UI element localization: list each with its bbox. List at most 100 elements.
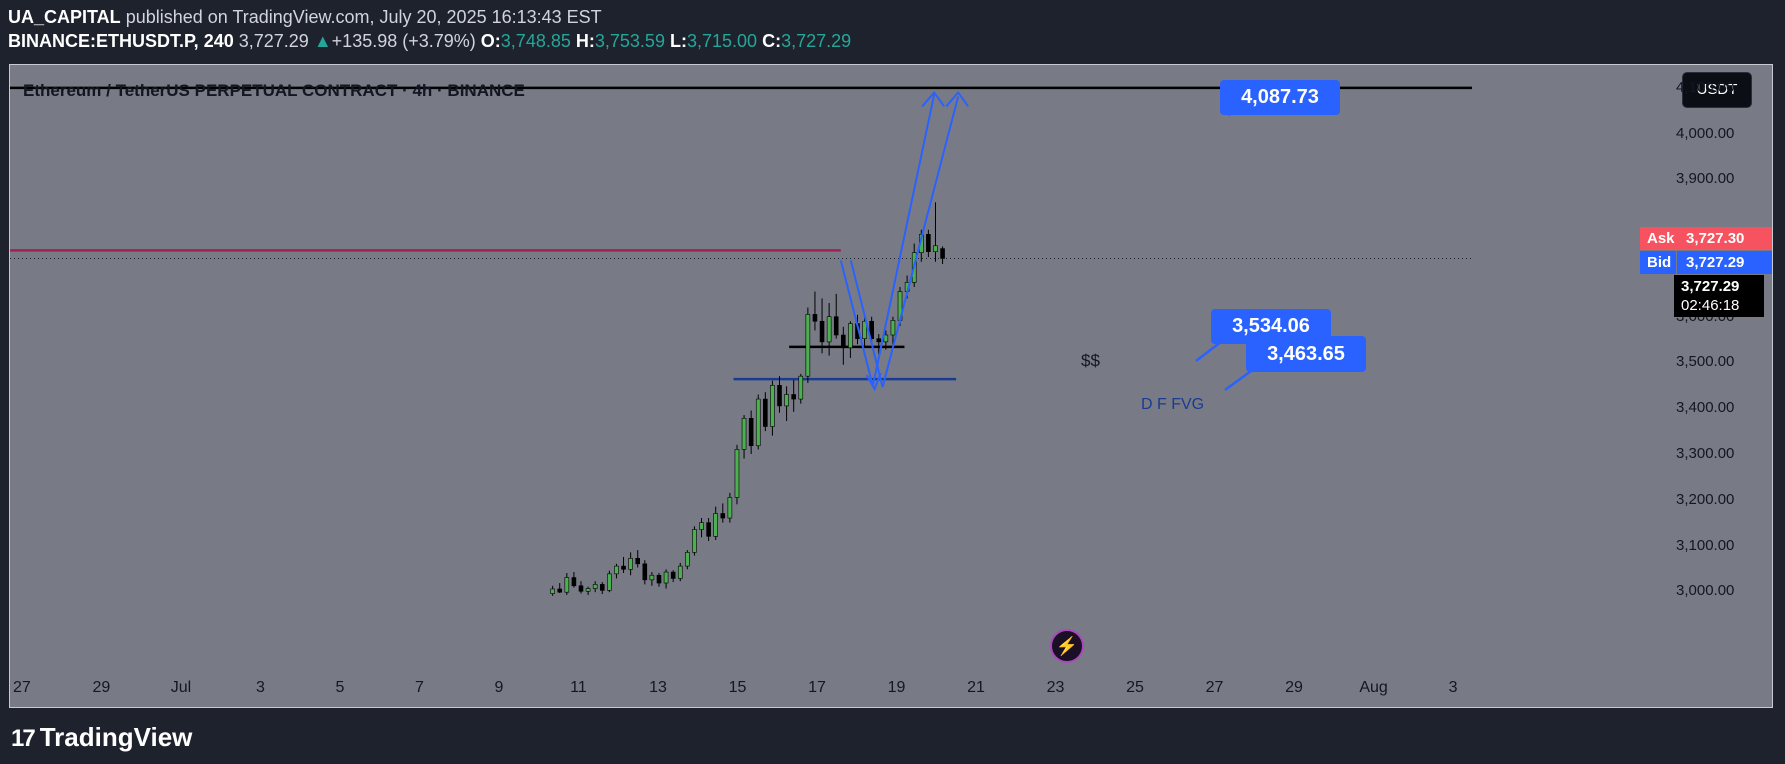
time-tick-label: 13 [649,679,667,696]
author-name[interactable]: UA_CAPITAL [8,7,121,27]
candle-up [848,323,853,349]
up-arrow-line [871,94,936,388]
chart-title: Ethereum / TetherUS PERPETUAL CONTRACT ·… [23,81,525,100]
price-tick-label: 3,400.00 [1676,399,1735,417]
low-value: 3,715.00 [686,31,758,51]
candle-down [876,338,882,343]
candle-up [883,334,889,343]
open-value: 3,748.85 [500,31,571,51]
candle-down [642,563,648,581]
chart-canvas[interactable] [10,65,1772,707]
price-tick-label: 3,500.00 [1676,353,1735,371]
price-tick-label: 3,900.00 [1676,170,1735,188]
fvg-label: D F FVG [1141,396,1205,413]
price-tick-label: 3,000.00 [1676,582,1735,600]
symbol-info: BINANCE:ETHUSDT.P, 240 3,727.29 ▲+135.98… [8,31,851,52]
currency-button[interactable]: USDT [1682,72,1752,108]
candle-down [841,334,846,349]
logo-mark-icon: 17 [11,725,36,752]
high-value: 3,753.59 [594,31,665,51]
ask-label: Ask [1647,230,1675,247]
candle-up [784,394,789,407]
price-tick-label: 3,100.00 [1676,536,1735,554]
candle-up [741,417,747,450]
candle-up [614,565,619,575]
down-arrow-line [839,260,874,386]
candle-down [791,394,796,400]
ask-value: 3,727.30 [1686,230,1745,247]
candle-down [763,398,768,427]
bid-value: 3,727.29 [1677,251,1772,274]
time-tick-label: 23 [1046,679,1065,696]
candle-up [805,314,811,377]
candle-down [571,577,577,587]
last-price-value: 3,727.29 [1681,278,1740,295]
candle-down [656,574,662,584]
brand-name: TradingView [39,722,193,752]
lightning-icon[interactable]: ⚡ [1050,629,1084,663]
price-tick-label: 3,300.00 [1676,444,1735,462]
time-tick-label: Jul [170,679,192,696]
candle-up [727,497,733,519]
down-arrowhead [865,372,882,392]
candle-up [826,316,832,343]
price-tick-label: 4,100.00 [1676,78,1735,96]
time-tick-label: 19 [887,679,906,696]
tradingview-logo[interactable]: 17 TradingView [11,722,192,753]
chart-panel[interactable]: Ethereum / TetherUS PERPETUAL CONTRACT ·… [9,64,1773,708]
candle-down [812,314,818,322]
time-tick-label: 27 [1205,679,1224,696]
candle-down [557,588,563,593]
bid-tag: Bid 3,727.29 [1640,251,1772,274]
candle-down [926,234,931,253]
candle-up [770,385,775,427]
high-label: H: [575,31,595,51]
candle-down [748,417,754,447]
bar-countdown: 02:46:18 [1681,297,1740,314]
candle-down [777,385,782,407]
time-tick-label: 9 [494,679,504,696]
candle-up [890,320,896,336]
price-tick-label: 3,200.00 [1676,490,1735,508]
candle-up [713,513,719,537]
candle-up [692,529,697,553]
candle-up [677,565,683,579]
candle-down [940,248,945,259]
candle-up [933,245,938,253]
open-label: O: [480,31,501,51]
candle-up [663,571,669,584]
time-tick-label: Aug [1359,679,1388,696]
target-callout[interactable]: 4,087.73 [1220,80,1340,115]
published-text: published on TradingView.com, July 20, 2… [125,7,602,27]
candle-down [578,585,584,592]
candle-down [819,320,825,343]
candle-up [699,522,704,530]
candle-up [755,398,761,447]
ask-tag: Ask 3,727.30 [1640,227,1772,250]
up-arrowhead [921,90,945,108]
time-tick-label: 17 [808,679,826,696]
candle-down [621,565,626,570]
time-tick-label: 29 [1285,679,1303,696]
last-price: 3,727.29 [238,31,309,51]
time-tick-label: 7 [415,679,424,696]
candle-up [734,449,740,498]
up-arrow-line [881,96,960,388]
candle-up [564,577,570,593]
price-tick-label: 4,000.00 [1676,124,1735,142]
candle-up [685,552,690,567]
time-tick-label: 25 [1126,679,1144,696]
bid-label: Bid [1640,251,1676,274]
up-arrow-icon: ▲ [313,31,332,51]
candle-down [706,522,711,537]
last-price-tag: 3,727.29 02:46:18 [1674,275,1764,317]
candle-down [670,571,676,579]
close-value: 3,727.29 [781,31,852,51]
time-tick-label: 15 [728,679,747,696]
fvg-callout[interactable]: 3,463.65 [1246,336,1366,372]
publish-info: UA_CAPITAL published on TradingView.com,… [8,7,602,28]
time-tick-label: 29 [92,679,111,696]
candle-up [649,574,655,581]
candle-down [599,584,605,591]
price-change: +135.98 (+3.79%) [331,31,476,51]
